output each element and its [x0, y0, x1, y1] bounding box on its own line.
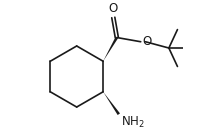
Polygon shape: [103, 92, 120, 115]
Text: O: O: [143, 35, 152, 48]
Text: NH$_2$: NH$_2$: [121, 115, 145, 130]
Text: O: O: [109, 2, 118, 15]
Polygon shape: [103, 37, 118, 61]
